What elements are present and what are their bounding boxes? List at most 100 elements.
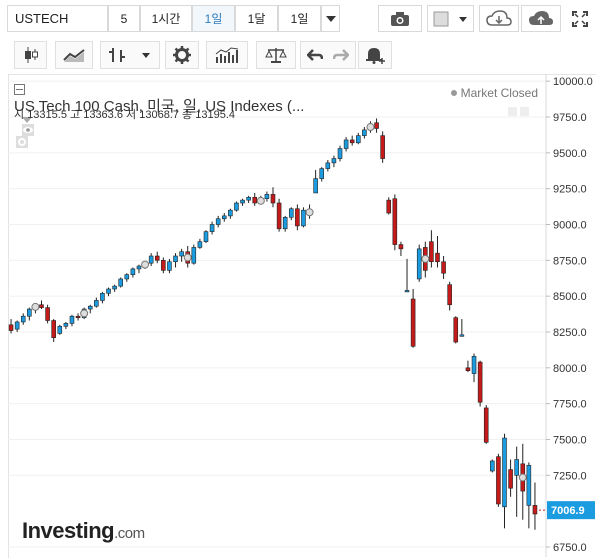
candle-body (191, 247, 197, 264)
status-dot-icon (451, 90, 458, 96)
top-toolbar: USTECH 5 1시간 1일 1달 1일 (0, 0, 596, 38)
candle-body (75, 315, 81, 319)
legend-settings-icon[interactable] (16, 136, 28, 148)
investing-logo[interactable]: Investing.com (22, 518, 145, 544)
indicators-button[interactable] (206, 41, 248, 69)
legend-dropdown-icon[interactable] (22, 116, 32, 124)
low-value: 13068.7 (139, 109, 179, 121)
alert-icon (366, 48, 385, 64)
collapse-icon[interactable] (14, 84, 25, 95)
chart-panel[interactable] (8, 74, 596, 558)
ohlc-values: 시 13315.5 고 13363.6 저 13068.7 종 13195.4 (14, 106, 235, 122)
last-price-box (547, 501, 595, 520)
candle-body (410, 298, 416, 347)
last-price-tag: 7006.9 (534, 501, 595, 520)
candle-body (20, 315, 26, 323)
candle-body (130, 268, 136, 275)
chart-toolbar (0, 38, 596, 72)
candle-body (27, 308, 32, 317)
candle-body (362, 129, 367, 136)
cloud-upload-button[interactable] (521, 5, 561, 32)
candlestick-chart[interactable]: 10000.0 9750.0 9500.0 9250.0 9000.0 8750.0 850… (0, 74, 596, 557)
y-tick-label: 8750.0 (553, 255, 587, 267)
fullscreen-button[interactable] (566, 5, 594, 32)
y-tick-label: 9500.0 (553, 148, 587, 160)
symbol-input[interactable]: USTECH (7, 5, 108, 32)
y-tick-label: 8000.0 (553, 363, 587, 375)
candle-body (429, 241, 434, 263)
candle-body (167, 261, 172, 271)
y-tick-label: 9250.0 (553, 184, 587, 196)
low-label: 저 (126, 109, 137, 121)
bar-type-icon (109, 48, 150, 62)
candle-body (209, 224, 215, 232)
interval-1-day[interactable]: 1일 (192, 5, 235, 32)
candle-body (416, 248, 422, 280)
candle-body (264, 194, 270, 199)
candlestick-button[interactable] (14, 41, 47, 69)
candle-body (502, 437, 507, 508)
candle-body (252, 196, 258, 204)
candle-body (161, 260, 166, 271)
candle-body (87, 305, 93, 310)
cloud-upload-icon (529, 10, 553, 25)
high-label: 고 (70, 109, 81, 121)
candle-body (8, 324, 14, 331)
interval-1-day-b[interactable]: 1일 (278, 5, 321, 32)
color-picker[interactable] (427, 5, 474, 32)
event-marker (80, 309, 89, 318)
cloud-download-button[interactable] (479, 5, 519, 32)
candle-body (118, 278, 123, 287)
candle-body (45, 307, 50, 321)
event-marker (421, 254, 430, 263)
compare-button[interactable] (256, 41, 296, 69)
candle-body (477, 361, 483, 403)
interval-5[interactable]: 5 (108, 5, 140, 32)
candle-body (94, 300, 99, 307)
alert-button[interactable] (358, 41, 392, 69)
y-tick-label: 8250.0 (553, 327, 587, 339)
event-marker (256, 196, 265, 205)
open-value: 13315.5 (27, 109, 67, 121)
candle-body (63, 323, 69, 327)
candle-body (39, 304, 44, 308)
market-status-text: Market Closed (460, 86, 538, 100)
candle-body (246, 196, 251, 201)
candles (8, 118, 538, 530)
line-chart-icon (63, 49, 85, 62)
candle-body (148, 255, 154, 264)
compare-icon (265, 48, 287, 63)
candle-body (313, 178, 318, 194)
candle-body (496, 456, 501, 505)
y-tick-label: 10000.0 (553, 76, 593, 88)
interval-1-hour[interactable]: 1시간 (140, 5, 192, 32)
event-marker (518, 473, 527, 482)
visibility-eye-icon[interactable] (22, 124, 34, 136)
event-marker (305, 208, 314, 217)
y-tick-label: 7750.0 (553, 399, 587, 411)
candle-body (331, 158, 337, 164)
screenshot-button[interactable] (378, 5, 422, 32)
interval-1-month[interactable]: 1달 (235, 5, 278, 32)
bar-type-dropdown[interactable] (100, 41, 160, 69)
candle-body (319, 168, 325, 179)
settings-icon (173, 46, 191, 64)
candle-body (234, 202, 239, 211)
interval-dropdown[interactable] (321, 5, 340, 32)
y-tick-label: 6750.0 (553, 542, 587, 554)
settings-button[interactable] (165, 41, 199, 69)
candle-body (459, 334, 465, 337)
candle-body (483, 407, 489, 443)
undo-icon[interactable] (307, 48, 323, 62)
candle-body (69, 315, 75, 324)
line-chart-button[interactable] (55, 41, 93, 69)
candle-body (337, 148, 343, 159)
chart-title: US Tech 100 Cash, 미국, 일, US Indexes (... (14, 98, 305, 115)
candle-body (380, 135, 385, 159)
candle-body (57, 325, 63, 334)
candle-body (14, 321, 20, 330)
redo-icon[interactable] (333, 48, 349, 62)
event-marker (366, 123, 375, 132)
chevron-down-icon (325, 15, 336, 22)
camera-icon (391, 11, 409, 26)
